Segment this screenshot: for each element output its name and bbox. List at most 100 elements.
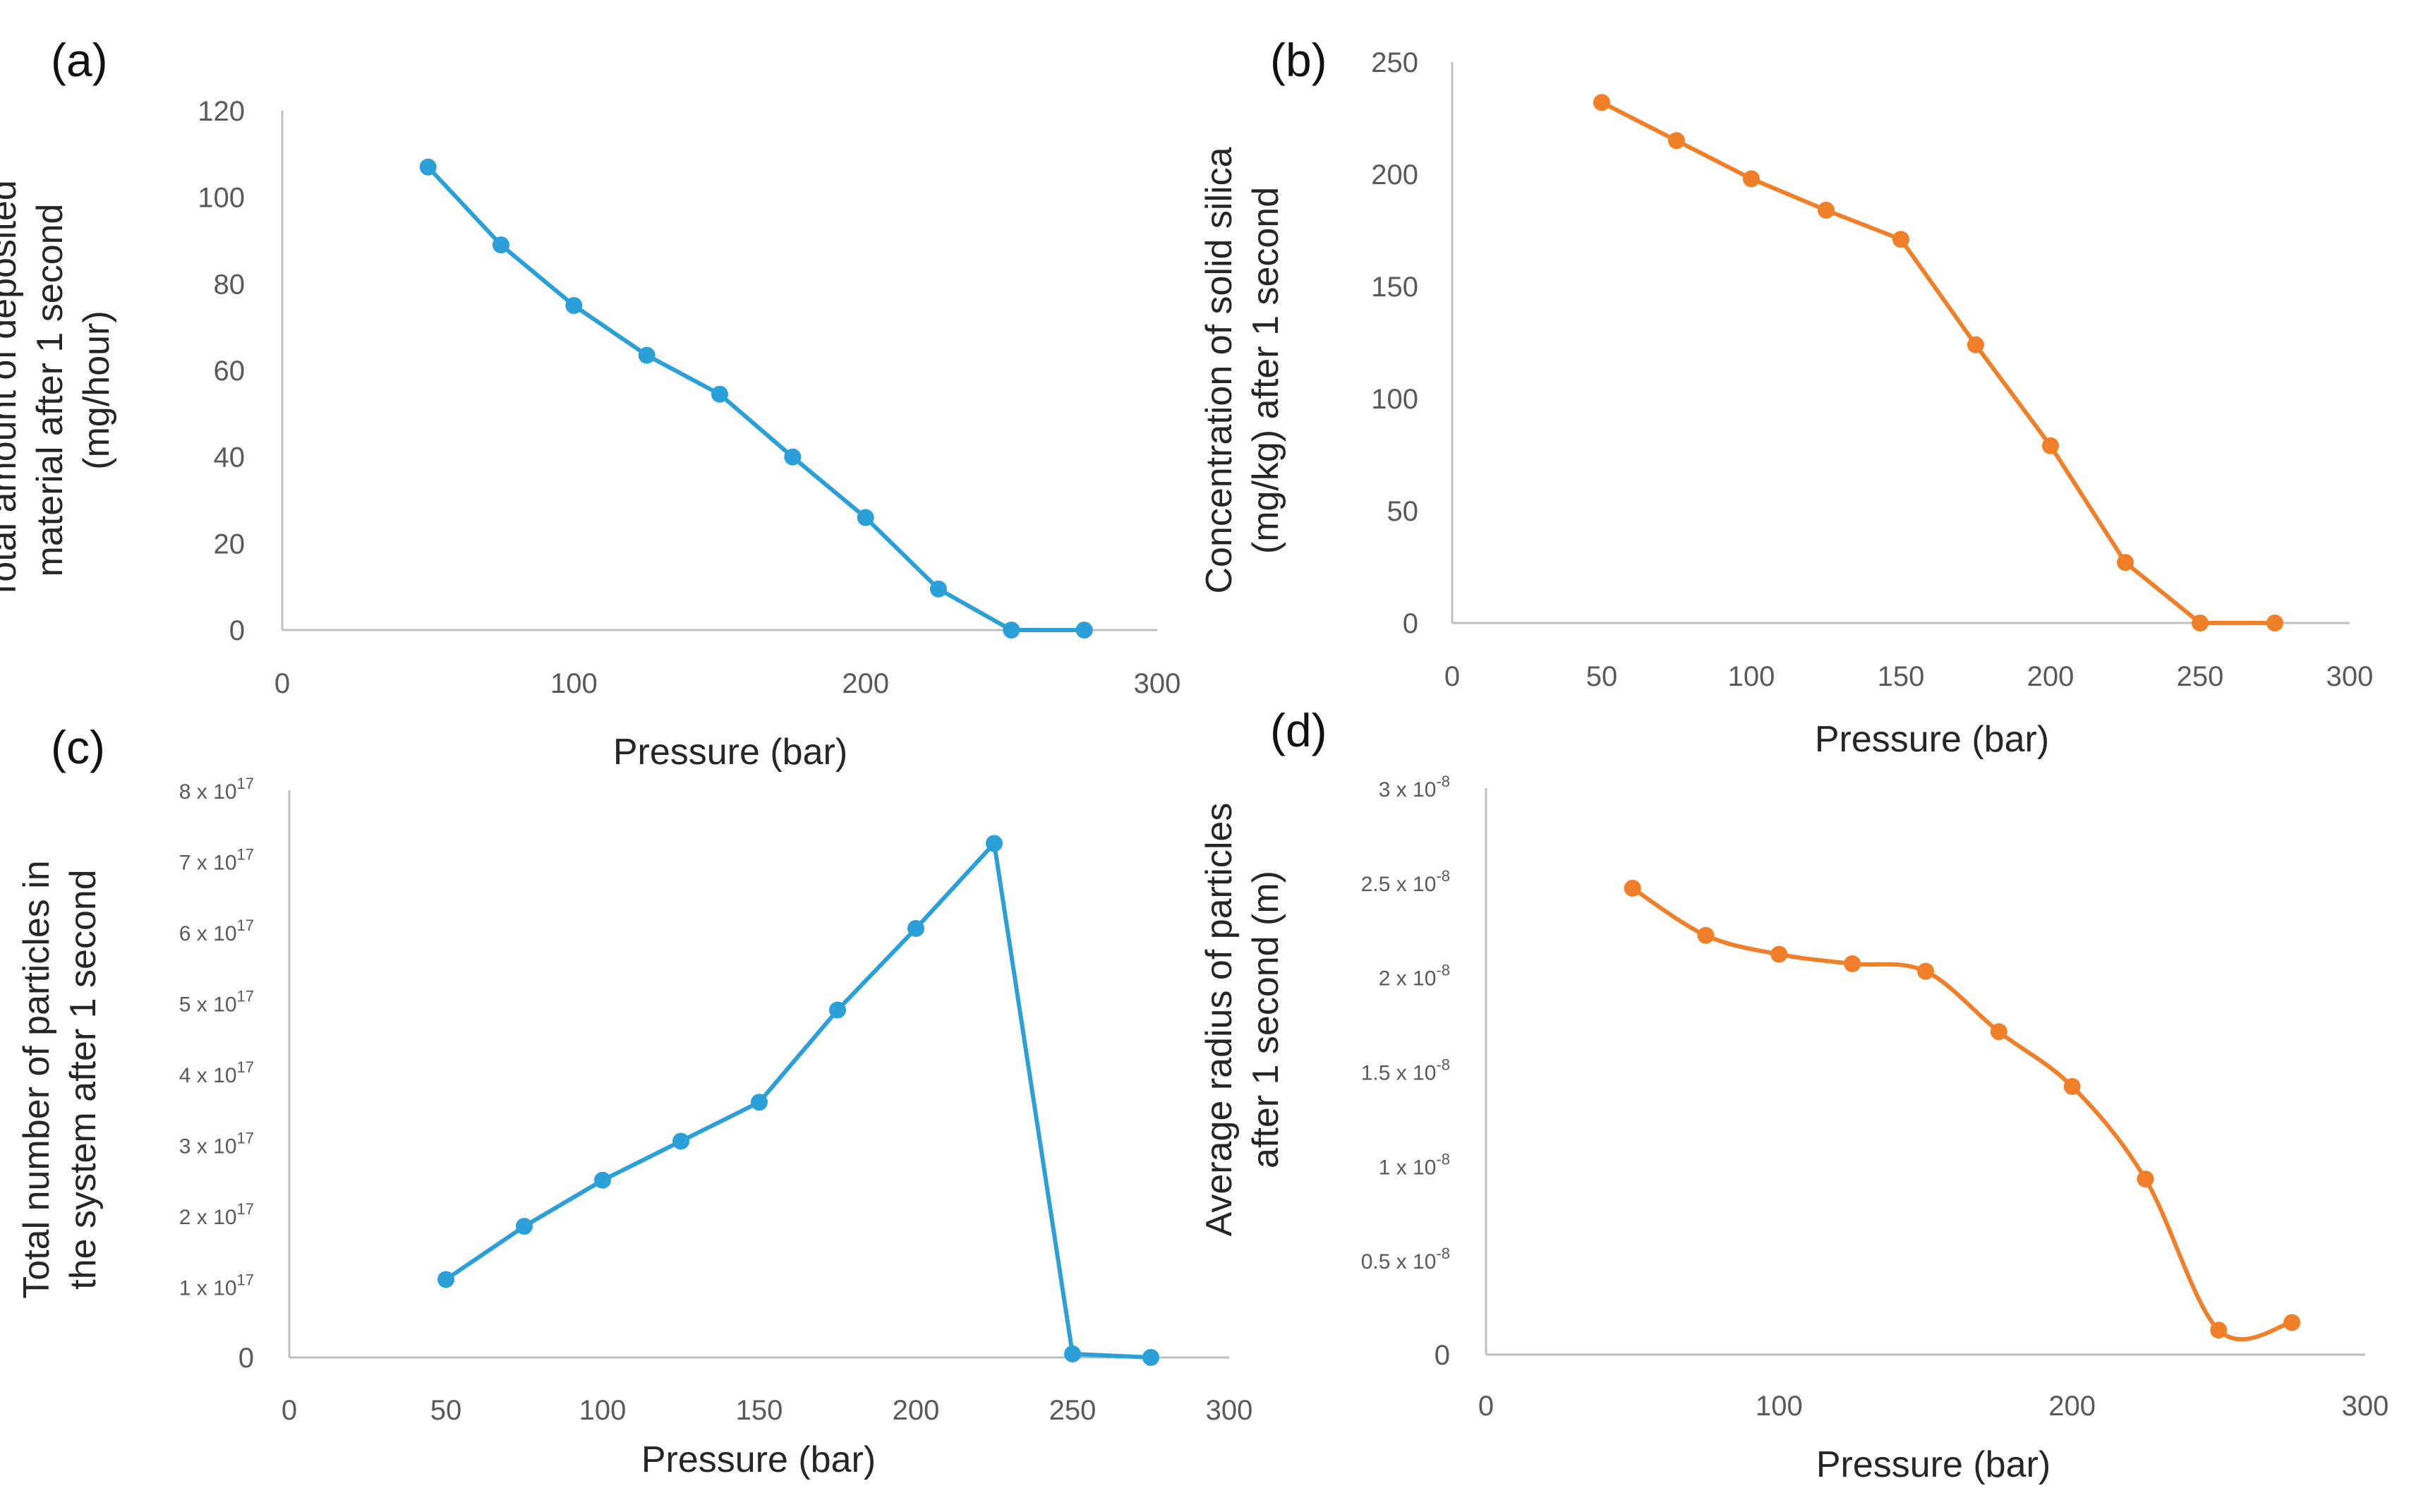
data-point <box>2117 554 2134 571</box>
y-tick-exponent: 17 <box>237 988 254 1005</box>
data-point <box>638 346 656 364</box>
y-tick-exponent: 17 <box>237 1271 254 1289</box>
y-tick-base: 3 x 10 <box>1379 778 1437 802</box>
y-tick-base: 1 x 10 <box>179 1277 237 1300</box>
x-tick-label: 250 <box>1049 1395 1097 1426</box>
panel-label: (a) <box>51 34 108 86</box>
y-tick-base: 5 x 10 <box>179 993 237 1017</box>
y-tick-label: 0 <box>229 615 245 646</box>
x-axis-title: Pressure (bar) <box>641 1439 876 1480</box>
y-tick-label: 5 x 1017 <box>179 988 254 1017</box>
x-tick-label: 300 <box>2342 1391 2389 1422</box>
data-point <box>672 1132 689 1150</box>
y-tick-label: 8 x 1017 <box>179 775 254 804</box>
x-tick-label: 300 <box>1206 1395 1253 1426</box>
x-tick-label: 100 <box>1756 1391 1803 1422</box>
series-line <box>426 165 1085 632</box>
series-line <box>1600 100 2275 625</box>
y-axis-title-line: Total amount of deposited <box>0 180 24 600</box>
x-tick-label: 200 <box>2027 661 2074 692</box>
y-tick-label: 20 <box>214 528 246 560</box>
y-tick-label: 0 <box>1434 1340 1450 1371</box>
x-tick-label: 200 <box>842 668 889 699</box>
x-axis-title: Pressure (bar) <box>613 732 847 773</box>
chart-panel-b: (b) 0 50 100 150 200 250 300 0 50 100 150 200 250 Pres… <box>1199 34 2373 760</box>
x-tick-label: 150 <box>736 1395 783 1426</box>
y-tick-label: 4 x 1017 <box>179 1058 254 1087</box>
y-tick-base: 2.5 x 10 <box>1361 873 1437 896</box>
data-point <box>594 1171 611 1189</box>
series-line <box>1631 886 2293 1342</box>
series-line <box>445 841 1152 1360</box>
x-tick-label: 50 <box>1586 661 1618 692</box>
x-tick-label: 200 <box>893 1395 940 1426</box>
data-point <box>2042 437 2059 454</box>
data-point <box>1003 622 1020 639</box>
y-tick-label: 3 x 10-8 <box>1379 773 1450 802</box>
y-tick-label: 0.5 x 10-8 <box>1361 1245 1450 1274</box>
data-point <box>2063 1077 2081 1095</box>
data-point <box>1593 94 1610 111</box>
y-tick-exponent: -8 <box>1436 1150 1450 1168</box>
panel-label: (c) <box>51 721 105 773</box>
y-tick-label: 60 <box>214 356 246 387</box>
y-tick-exponent: -8 <box>1436 1056 1450 1074</box>
data-point <box>1064 1345 1081 1362</box>
y-tick-label: 200 <box>1371 159 1418 190</box>
data-point <box>1743 170 1760 188</box>
data-point <box>1075 622 1093 639</box>
y-tick-label: 1 x 10-8 <box>1379 1150 1450 1179</box>
y-tick-label: 250 <box>1371 47 1418 78</box>
y-tick-label: 2.5 x 10-8 <box>1361 867 1450 896</box>
y-tick-label: 40 <box>214 442 246 473</box>
y-tick-label: 0 <box>238 1343 254 1374</box>
y-axis-title-line: (mg/hour) <box>76 310 117 469</box>
y-tick-label: 50 <box>1387 496 1419 527</box>
x-tick-label: 50 <box>430 1395 462 1426</box>
x-tick-label: 0 <box>1478 1391 1494 1422</box>
y-tick-label: 3 x 1017 <box>179 1130 254 1159</box>
data-point <box>857 509 874 526</box>
y-tick-exponent: 17 <box>237 775 254 792</box>
data-point <box>829 1001 846 1019</box>
y-axis-title: Average radius of particles after 1 secon… <box>1199 803 1286 1237</box>
x-axis-title: Pressure (bar) <box>1816 1444 2050 1485</box>
panel-label: (d) <box>1270 704 1327 756</box>
y-axis-title-line: the system after 1 second <box>63 869 104 1289</box>
data-point <box>516 1218 533 1235</box>
panel-label: (b) <box>1270 34 1327 86</box>
y-tick-label: 80 <box>214 269 246 300</box>
y-axis-title-line: (mg/kg) after 1 second <box>1245 187 1286 554</box>
data-point <box>1917 962 1934 980</box>
y-tick-label: 100 <box>198 183 245 214</box>
data-point <box>565 297 583 314</box>
y-tick-label: 120 <box>198 96 245 127</box>
x-tick-label: 0 <box>1444 661 1460 692</box>
data-point <box>2210 1322 2228 1339</box>
data-point <box>1967 336 1984 353</box>
y-axis-title-line: Average radius of particles <box>1199 803 1240 1237</box>
y-tick-label: 7 x 1017 <box>179 846 254 875</box>
x-tick-label: 200 <box>2048 1391 2096 1422</box>
x-tick-label: 250 <box>2177 661 2224 692</box>
chart-panel-a: (a) 0 100 200 300 0 20 40 60 80 100 120 Pressure (ba… <box>0 34 1180 773</box>
y-tick-base: 1 x 10 <box>1379 1156 1437 1179</box>
y-tick-label: 2 x 10-8 <box>1379 962 1450 991</box>
data-point <box>2192 615 2209 631</box>
x-tick-label: 100 <box>550 668 598 699</box>
y-tick-base: 8 x 10 <box>179 780 237 804</box>
y-tick-exponent: -8 <box>1436 773 1450 790</box>
x-tick-label: 100 <box>579 1395 627 1426</box>
x-tick-label: 0 <box>282 1395 297 1426</box>
y-tick-base: 2 x 10 <box>179 1206 237 1229</box>
data-point <box>1697 926 1715 944</box>
y-tick-exponent: 17 <box>237 1058 254 1076</box>
y-tick-exponent: 17 <box>237 1200 254 1218</box>
data-point <box>751 1094 768 1111</box>
y-tick-label: 6 x 1017 <box>179 917 254 945</box>
data-point <box>2137 1171 2154 1188</box>
x-tick-label: 100 <box>1728 661 1775 692</box>
data-point <box>2266 615 2283 631</box>
